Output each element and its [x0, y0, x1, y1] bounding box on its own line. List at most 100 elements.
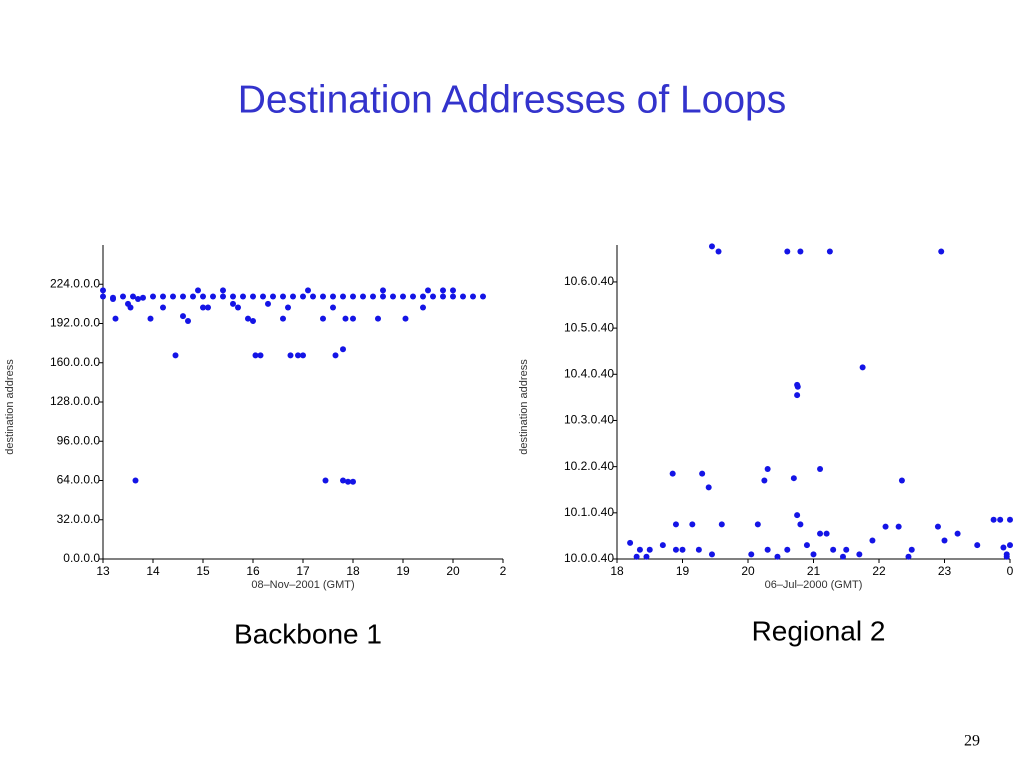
- point: [643, 553, 650, 560]
- point: [340, 477, 346, 484]
- point: [380, 293, 386, 300]
- point: [252, 352, 259, 359]
- point: [140, 294, 146, 301]
- point: [440, 287, 446, 294]
- point: [764, 465, 771, 472]
- point: [285, 304, 291, 311]
- x-tick-label: 19: [396, 564, 410, 578]
- point: [390, 293, 396, 300]
- point: [440, 293, 446, 300]
- y-tick-label: 0.0.0.0: [63, 551, 100, 565]
- x-tick-label: 20: [741, 564, 755, 578]
- point: [402, 315, 409, 322]
- point: [672, 546, 679, 553]
- point: [708, 551, 715, 558]
- point: [672, 521, 679, 528]
- point: [470, 293, 476, 300]
- point: [147, 315, 154, 322]
- point: [160, 293, 166, 300]
- point: [1007, 542, 1013, 549]
- y-tick-label: 10.5.0.40: [564, 320, 614, 334]
- x-tick-label: 15: [196, 564, 210, 578]
- point: [132, 477, 139, 484]
- point: [460, 293, 466, 300]
- point: [859, 364, 866, 371]
- point: [990, 516, 997, 523]
- point: [330, 304, 336, 311]
- point: [200, 304, 206, 311]
- point: [699, 470, 706, 477]
- point: [938, 248, 945, 255]
- point: [974, 542, 981, 549]
- y-tick-label: 10.6.0.40: [564, 274, 614, 288]
- x-tick-label: 18: [610, 564, 624, 578]
- point: [350, 293, 356, 300]
- point: [100, 287, 106, 294]
- point: [797, 248, 804, 255]
- point: [180, 313, 186, 320]
- point: [135, 295, 141, 302]
- point: [172, 352, 179, 359]
- point: [669, 470, 676, 477]
- y-tick-label: 160.0.0.0: [50, 355, 100, 369]
- point: [250, 293, 256, 300]
- point: [817, 530, 824, 537]
- point: [817, 465, 824, 472]
- point: [784, 248, 791, 255]
- y-tick-label: 32.0.0.0: [57, 512, 101, 526]
- point: [797, 521, 804, 528]
- x-tick-label: 22: [872, 564, 886, 578]
- x-tick-label: 14: [146, 564, 160, 578]
- point: [280, 293, 286, 300]
- point: [322, 477, 329, 484]
- point: [627, 539, 634, 546]
- point: [997, 516, 1004, 523]
- point: [803, 542, 810, 549]
- x-tick-label: 16: [246, 564, 260, 578]
- point: [941, 537, 948, 544]
- point: [280, 315, 286, 322]
- point: [420, 304, 426, 311]
- y-axis-label: destination address: [4, 359, 16, 455]
- point: [185, 318, 191, 325]
- y-axis-label: destination address: [518, 359, 530, 455]
- point: [708, 243, 715, 250]
- point: [265, 300, 271, 307]
- point: [195, 287, 201, 294]
- y-tick-label: 10.4.0.40: [564, 366, 614, 380]
- point: [310, 293, 316, 300]
- x-tick-label: 17: [296, 564, 310, 578]
- point: [450, 293, 456, 300]
- x-axis-label: 06–Jul–2000 (GMT): [765, 579, 863, 591]
- point: [826, 248, 833, 255]
- point: [895, 523, 902, 530]
- point: [715, 248, 722, 255]
- point: [160, 304, 166, 311]
- chart-caption: Backbone 1: [234, 618, 382, 649]
- point: [823, 530, 830, 537]
- point: [245, 315, 251, 322]
- point: [400, 293, 406, 300]
- point: [856, 551, 863, 558]
- point: [130, 293, 136, 300]
- x-tick-label: 0: [1007, 564, 1014, 578]
- point: [695, 546, 702, 553]
- point: [230, 300, 236, 307]
- x-tick-label: 20: [446, 564, 460, 578]
- point: [270, 293, 276, 300]
- y-tick-label: 128.0.0.0: [50, 394, 100, 408]
- point: [360, 293, 366, 300]
- x-tick-label: 18: [346, 564, 360, 578]
- point: [110, 295, 116, 302]
- point: [287, 352, 294, 359]
- point: [794, 383, 801, 390]
- page-number: 29: [964, 733, 980, 750]
- y-tick-label: 96.0.0.0: [57, 433, 101, 447]
- point: [380, 287, 386, 294]
- point: [300, 352, 306, 359]
- point: [790, 475, 797, 482]
- point: [257, 352, 264, 359]
- point: [220, 293, 226, 300]
- point: [340, 293, 346, 300]
